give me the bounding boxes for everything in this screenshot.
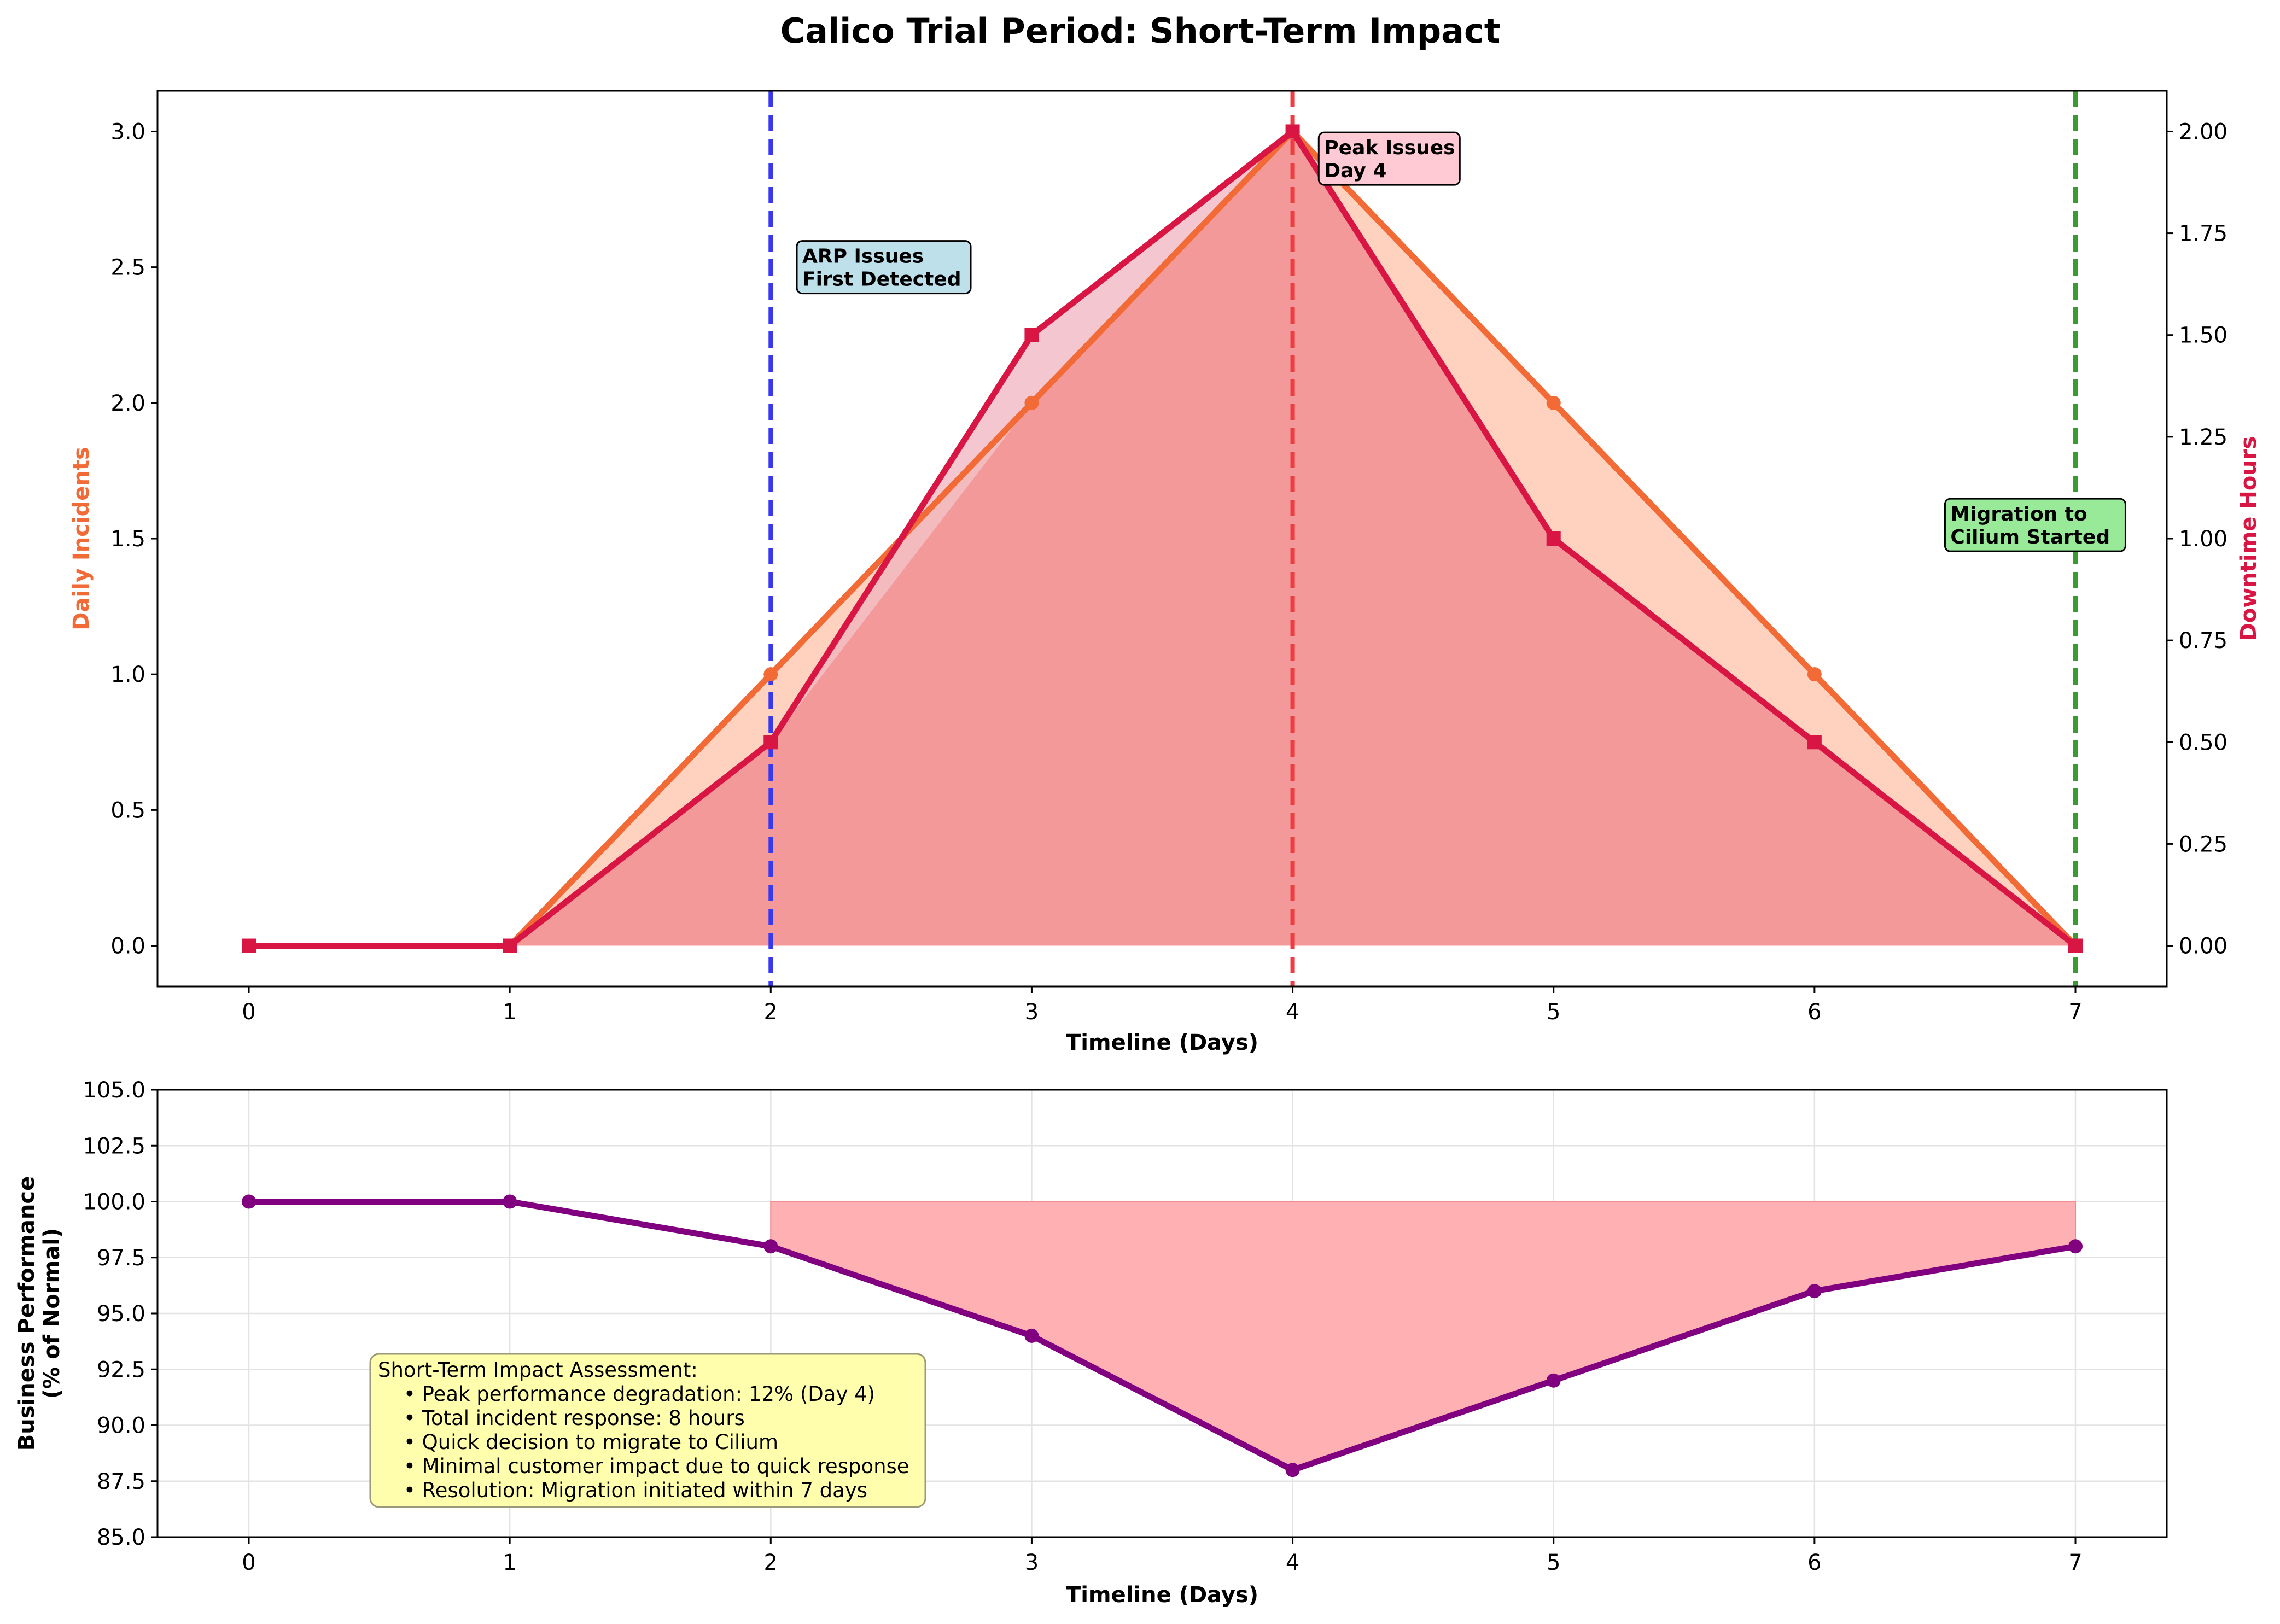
annotation-text: ARP Issues bbox=[802, 246, 924, 268]
y-right-axis-label: Downtime Hours bbox=[2236, 436, 2261, 641]
y-right-tick-label: 0.00 bbox=[2179, 934, 2227, 959]
top-chart: 0 1 2 3 4 5 6 7 0.0 0.5 1.0 1.5 2.0 2.5 3.0 0.00 0.25 0.5… bbox=[69, 90, 2261, 1055]
impact-note-line: • Total incident response: 8 hours bbox=[378, 1406, 745, 1430]
x-tick-label: 0 bbox=[242, 1000, 255, 1025]
y-right-tick-label: 0.50 bbox=[2179, 730, 2227, 755]
y-right-tick-label: 1.00 bbox=[2179, 527, 2227, 552]
annotation-box-1 bbox=[1317, 131, 1461, 186]
performance-line bbox=[249, 1199, 2076, 1473]
y-tick-label: 87.5 bbox=[97, 1469, 145, 1494]
y-tick-label: 100.0 bbox=[83, 1190, 145, 1215]
impact-note-line: • Minimal customer impact due to quick r… bbox=[378, 1454, 909, 1478]
annotation-text: Day 4 bbox=[1324, 160, 1386, 182]
y-tick-label: 92.5 bbox=[97, 1357, 145, 1382]
performance-point-5 bbox=[1546, 1373, 1561, 1388]
y-left-tick-label: 2.0 bbox=[110, 391, 145, 416]
performance-point-1 bbox=[503, 1194, 517, 1209]
y-tick-label: 105.0 bbox=[83, 1078, 145, 1103]
performance-point-2 bbox=[763, 1239, 778, 1254]
y-tick-label: 97.5 bbox=[97, 1246, 145, 1271]
incidents-point-5 bbox=[1546, 395, 1561, 410]
downtime-point-4 bbox=[1285, 124, 1300, 139]
performance-point-4 bbox=[1285, 1463, 1300, 1477]
impact-note-line: • Peak performance degradation: 12% (Day… bbox=[378, 1382, 875, 1406]
y-tick-label: 85.0 bbox=[97, 1525, 145, 1550]
x-tick-label: 6 bbox=[1807, 1550, 1821, 1575]
performance-point-6 bbox=[1807, 1284, 1822, 1299]
top-x-axis-label: Timeline (Days) bbox=[1066, 1030, 1258, 1055]
x-tick-label: 2 bbox=[764, 1550, 778, 1575]
bottom-x-axis-label: Timeline (Days) bbox=[1066, 1582, 1258, 1608]
y-tick-label: 102.5 bbox=[83, 1134, 145, 1159]
x-tick-label: 3 bbox=[1025, 1000, 1039, 1025]
overlap-area bbox=[249, 131, 2075, 946]
x-tick-label: 5 bbox=[1547, 1000, 1560, 1025]
x-tick-label: 6 bbox=[1807, 1000, 1821, 1025]
y-right-tick-label: 0.75 bbox=[2179, 628, 2227, 653]
x-tick-label: 0 bbox=[242, 1550, 255, 1575]
incidents-point-3 bbox=[1024, 395, 1039, 410]
impact-note-line: • Quick decision to migrate to Cilium bbox=[378, 1430, 778, 1454]
downtime-point-3 bbox=[1024, 328, 1039, 342]
downtime-point-0 bbox=[242, 938, 256, 953]
y-left-axis-label: Daily Incidents bbox=[69, 447, 94, 630]
y-right-tick-label: 1.75 bbox=[2179, 221, 2227, 247]
chart-title: Calico Trial Period: Short-Term Impact bbox=[780, 11, 1501, 51]
incidents-line bbox=[249, 128, 2078, 949]
y-right-tick-label: 0.25 bbox=[2179, 832, 2227, 857]
annotation-text: Migration to bbox=[1950, 503, 2087, 525]
downtime-point-2 bbox=[763, 735, 778, 750]
impact-note-line: • Resolution: Migration initiated within… bbox=[378, 1479, 867, 1502]
x-tick-label: 7 bbox=[2068, 1550, 2082, 1575]
performance-point-7 bbox=[2068, 1239, 2083, 1254]
x-tick-label: 5 bbox=[1547, 1550, 1560, 1575]
downtime-point-5 bbox=[1546, 531, 1561, 546]
x-tick-label: 1 bbox=[503, 1000, 516, 1025]
x-tick-label: 7 bbox=[2068, 1000, 2082, 1025]
downtime-point-6 bbox=[1807, 735, 1822, 750]
x-tick-label: 3 bbox=[1025, 1550, 1039, 1575]
x-tick-label: 1 bbox=[503, 1550, 516, 1575]
incidents-point-6 bbox=[1807, 667, 1822, 682]
bottom-y-axis-label: (% of Normal) bbox=[39, 1228, 65, 1399]
performance-point-0 bbox=[242, 1194, 256, 1209]
y-left-tick-label: 1.0 bbox=[110, 662, 145, 687]
annotation-box-2 bbox=[1944, 498, 2126, 552]
y-left-tick-label: 1.5 bbox=[110, 527, 145, 552]
incidents-point-2 bbox=[763, 667, 778, 682]
y-left-tick-label: 2.5 bbox=[110, 255, 145, 281]
x-tick-label: 4 bbox=[1286, 1550, 1299, 1575]
annotation-text: First Detected bbox=[802, 268, 961, 291]
bottom-chart: 0 1 2 3 4 5 6 7 85.0 87.5 90.0 92.5 95.0 97.5 100.0 102… bbox=[14, 1078, 2168, 1608]
bottom-y-axis-label: Business Performance bbox=[14, 1176, 39, 1451]
y-tick-label: 90.0 bbox=[97, 1413, 145, 1439]
x-tick-label: 2 bbox=[764, 1000, 778, 1025]
impact-note-line: Short-Term Impact Assessment: bbox=[378, 1358, 698, 1382]
annotation-box-0 bbox=[796, 240, 972, 295]
y-left-tick-label: 3.0 bbox=[110, 119, 145, 144]
y-tick-label: 95.0 bbox=[97, 1301, 145, 1327]
y-right-tick-label: 1.50 bbox=[2179, 323, 2227, 348]
y-left-tick-label: 0.0 bbox=[110, 934, 145, 959]
y-right-tick-label: 1.25 bbox=[2179, 425, 2227, 450]
downtime-point-7 bbox=[2068, 938, 2083, 953]
annotation-text: Cilium Started bbox=[1950, 526, 2110, 548]
x-tick-label: 4 bbox=[1286, 1000, 1299, 1025]
annotation-text: Peak Issues bbox=[1324, 137, 1455, 159]
impact-note-box bbox=[369, 1353, 926, 1508]
downtime-point-1 bbox=[503, 938, 517, 953]
downtime-line bbox=[249, 128, 2078, 949]
y-left-tick-label: 0.5 bbox=[110, 798, 145, 823]
y-right-tick-label: 2.00 bbox=[2179, 119, 2227, 144]
performance-point-3 bbox=[1024, 1328, 1039, 1343]
